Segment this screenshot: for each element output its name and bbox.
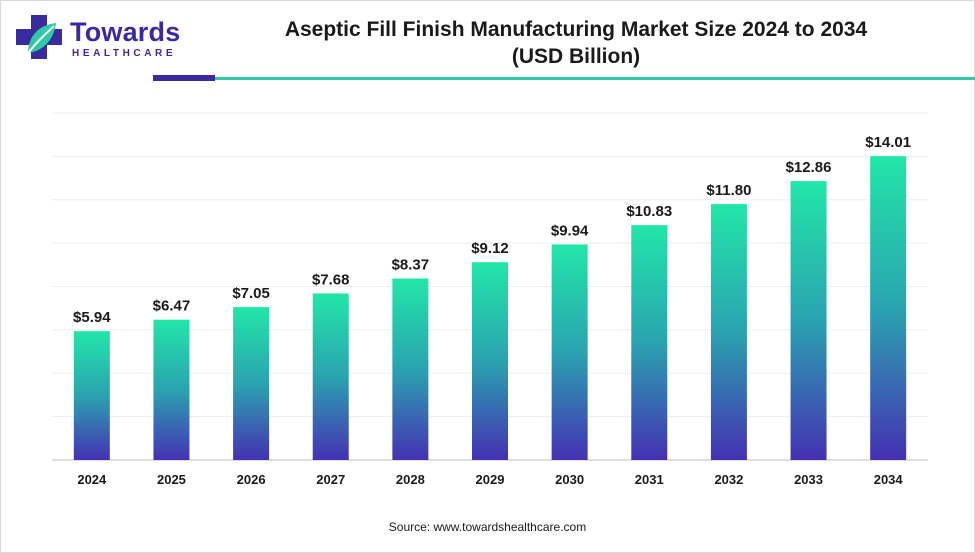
x-tick-label: 2030 bbox=[555, 472, 584, 487]
x-tick-label: 2024 bbox=[77, 472, 107, 487]
bar bbox=[551, 244, 588, 460]
bar bbox=[472, 262, 508, 460]
data-label: $8.37 bbox=[392, 256, 430, 273]
data-label: $5.94 bbox=[73, 309, 111, 326]
data-label: $14.01 bbox=[865, 134, 911, 151]
header-rule-accent bbox=[153, 75, 215, 81]
bar bbox=[392, 278, 429, 460]
chart-title-line-2: (USD Billion) bbox=[511, 45, 641, 68]
data-label: $10.83 bbox=[626, 203, 672, 220]
data-label: $7.68 bbox=[312, 271, 350, 288]
bar bbox=[73, 331, 110, 460]
data-label: $11.80 bbox=[706, 182, 751, 199]
data-label: $9.12 bbox=[471, 240, 509, 257]
brand-tagline: HEALTHCARE bbox=[72, 48, 177, 59]
bar bbox=[710, 204, 747, 460]
data-label: $9.94 bbox=[551, 222, 589, 239]
x-tick-label: 2034 bbox=[874, 472, 904, 487]
source-note: Source: www.towardshealthcare.com bbox=[388, 520, 587, 534]
bar bbox=[153, 319, 190, 460]
x-tick-label: 2025 bbox=[157, 472, 186, 487]
chart-title: Aseptic Fill Finish Manufacturing Market… bbox=[236, 16, 916, 70]
brand-name: Towards bbox=[70, 17, 181, 47]
bar bbox=[790, 181, 827, 460]
chart-title-line-1: Aseptic Fill Finish Manufacturing Market… bbox=[284, 18, 868, 41]
x-tick-label: 2027 bbox=[316, 472, 345, 487]
bar bbox=[233, 307, 270, 460]
header-rule bbox=[215, 77, 975, 80]
medical-cross-logo-icon bbox=[16, 15, 62, 59]
bar bbox=[631, 225, 668, 460]
x-tick-label: 2032 bbox=[714, 472, 743, 487]
x-tick-label: 2026 bbox=[237, 472, 266, 487]
x-tick-label: 2031 bbox=[635, 472, 664, 487]
data-label: $6.47 bbox=[153, 298, 191, 315]
brand-logo: Towards HEALTHCARE bbox=[14, 13, 214, 63]
x-tick-label: 2028 bbox=[396, 472, 425, 487]
x-tick-label: 2033 bbox=[794, 472, 823, 487]
data-label: $7.05 bbox=[232, 285, 270, 302]
data-label: $12.86 bbox=[786, 159, 832, 176]
bar bbox=[870, 156, 907, 460]
bar bbox=[312, 293, 349, 460]
x-tick-label: 2029 bbox=[476, 472, 505, 487]
